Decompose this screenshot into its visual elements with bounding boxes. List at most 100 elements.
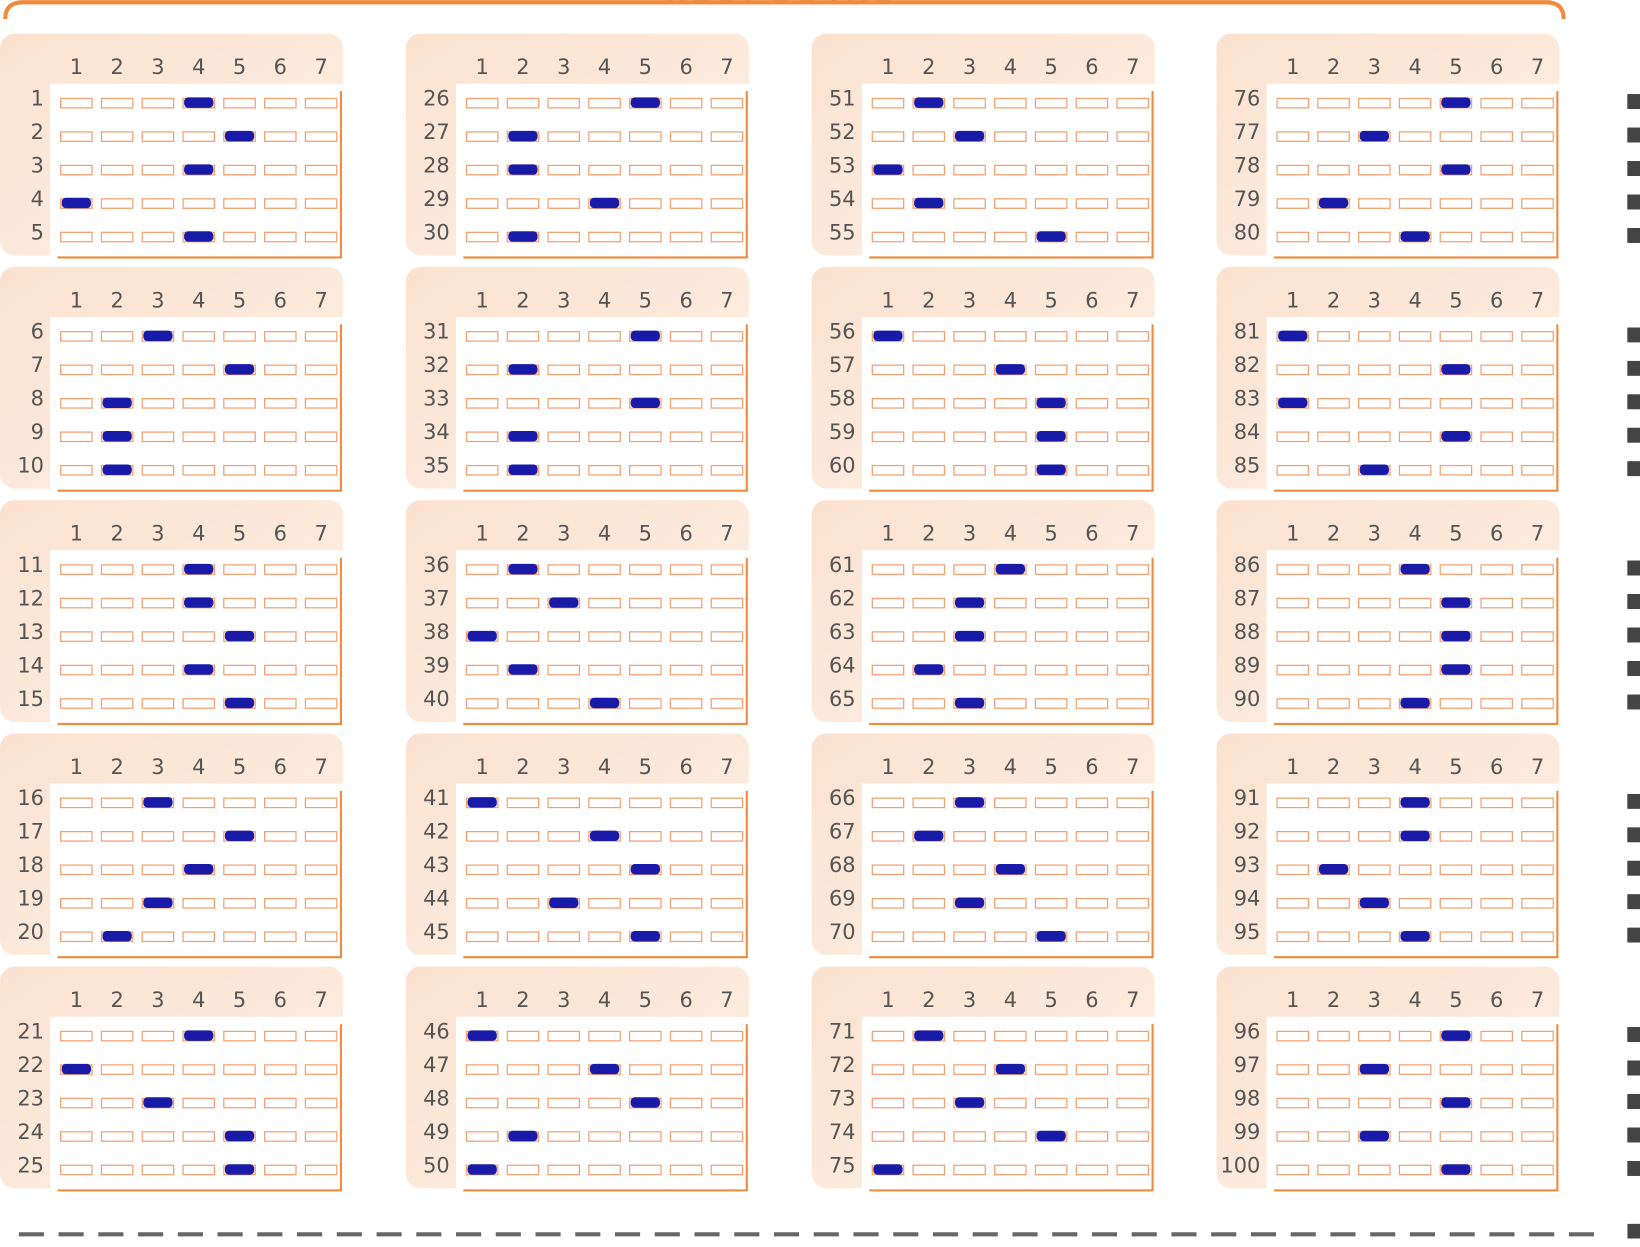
option-label: 2 bbox=[922, 55, 935, 79]
option-label: 2 bbox=[110, 988, 123, 1012]
answer-box bbox=[1317, 97, 1350, 109]
answer-box bbox=[547, 431, 581, 443]
option-label: 2 bbox=[1327, 55, 1340, 79]
option-label: 5 bbox=[233, 755, 246, 779]
answer-box bbox=[1439, 398, 1473, 409]
answer-box bbox=[1034, 831, 1068, 842]
answer-box bbox=[1276, 664, 1310, 676]
answer-box bbox=[263, 564, 297, 575]
answer-box bbox=[1276, 831, 1310, 842]
answer-box bbox=[1358, 664, 1391, 676]
answer-box bbox=[1358, 864, 1391, 876]
option-label: 3 bbox=[557, 55, 570, 79]
question-number: 16 bbox=[17, 786, 44, 810]
answer-box bbox=[1276, 364, 1310, 376]
answer-box bbox=[1317, 897, 1350, 909]
filled-answer bbox=[1441, 431, 1471, 442]
filled-answer bbox=[1400, 797, 1430, 808]
option-label: 6 bbox=[1490, 522, 1503, 546]
answer-area bbox=[50, 317, 344, 491]
option-label: 6 bbox=[1085, 522, 1098, 546]
answer-box bbox=[182, 931, 216, 943]
answer-area bbox=[456, 317, 749, 491]
answer-box bbox=[1075, 1131, 1109, 1142]
question-number: 52 bbox=[829, 120, 856, 144]
timing-mark bbox=[1627, 860, 1640, 876]
filled-answer bbox=[995, 864, 1025, 875]
filled-answer bbox=[873, 330, 903, 342]
option-label: 2 bbox=[922, 755, 935, 779]
answer-box bbox=[1276, 198, 1310, 209]
option-label: 3 bbox=[151, 288, 164, 312]
answer-box bbox=[1358, 1030, 1391, 1042]
answer-box bbox=[506, 1097, 540, 1109]
answer-box bbox=[994, 597, 1027, 609]
answer-box bbox=[1358, 97, 1391, 109]
answer-box bbox=[994, 231, 1027, 243]
question-number: 53 bbox=[829, 153, 856, 177]
question-number: 80 bbox=[1234, 220, 1261, 244]
answer-box bbox=[588, 464, 621, 476]
answer-box bbox=[547, 331, 581, 342]
answer-box bbox=[953, 664, 986, 676]
answer-box bbox=[1276, 564, 1310, 575]
filled-answer bbox=[1359, 130, 1389, 142]
answer-box bbox=[953, 364, 986, 376]
timing-mark bbox=[1627, 394, 1640, 410]
answer-box bbox=[506, 1164, 540, 1176]
answer-box bbox=[1521, 398, 1554, 409]
answer-box bbox=[1480, 131, 1514, 142]
question-number: 24 bbox=[17, 1120, 44, 1144]
answer-box bbox=[629, 464, 662, 476]
answer-box bbox=[1480, 398, 1514, 409]
option-label: 6 bbox=[1490, 755, 1503, 779]
answer-box bbox=[1075, 1064, 1109, 1075]
option-label: 3 bbox=[963, 288, 976, 312]
answer-box bbox=[141, 931, 175, 943]
filled-answer bbox=[102, 464, 132, 475]
answer-box bbox=[1116, 831, 1150, 842]
question-number: 91 bbox=[1234, 786, 1261, 810]
answer-box bbox=[1358, 797, 1391, 809]
answer-box bbox=[1398, 664, 1432, 676]
answer-box bbox=[547, 464, 581, 476]
answer-box bbox=[1358, 631, 1391, 642]
answer-box bbox=[60, 1030, 93, 1042]
answer-box bbox=[1116, 931, 1150, 943]
answer-box bbox=[223, 564, 256, 575]
option-label: 5 bbox=[639, 55, 652, 79]
option-label: 4 bbox=[1004, 988, 1017, 1012]
answer-box bbox=[1521, 631, 1554, 642]
sheet-title: RESPOSTAS bbox=[665, 0, 900, 8]
answer-box bbox=[141, 597, 175, 609]
answer-box bbox=[871, 664, 905, 676]
answer-box bbox=[223, 864, 256, 876]
option-label: 3 bbox=[151, 55, 164, 79]
question-number: 88 bbox=[1234, 620, 1261, 644]
answer-box bbox=[100, 564, 134, 575]
filled-answer bbox=[102, 397, 132, 409]
answer-box bbox=[871, 1131, 905, 1142]
answer-box bbox=[629, 431, 662, 443]
answer-box bbox=[60, 797, 93, 809]
answer-box bbox=[1075, 398, 1109, 409]
answer-box bbox=[871, 931, 905, 943]
answer-box bbox=[141, 1064, 175, 1075]
option-label: 5 bbox=[1044, 55, 1057, 79]
filled-answer bbox=[873, 1164, 903, 1175]
answer-box bbox=[547, 364, 581, 376]
answer-box bbox=[912, 1131, 946, 1142]
question-number: 27 bbox=[423, 120, 450, 144]
option-label: 1 bbox=[70, 755, 83, 779]
answer-box bbox=[506, 1064, 540, 1075]
option-label: 7 bbox=[1126, 522, 1139, 546]
answer-box bbox=[1116, 231, 1150, 243]
answer-box bbox=[912, 398, 946, 409]
option-label: 1 bbox=[881, 288, 894, 312]
answer-box bbox=[1398, 464, 1432, 476]
option-label: 7 bbox=[720, 988, 733, 1012]
answer-box bbox=[304, 631, 338, 642]
answer-box bbox=[1075, 597, 1109, 609]
answer-box bbox=[1317, 631, 1350, 642]
answer-box bbox=[141, 231, 175, 243]
